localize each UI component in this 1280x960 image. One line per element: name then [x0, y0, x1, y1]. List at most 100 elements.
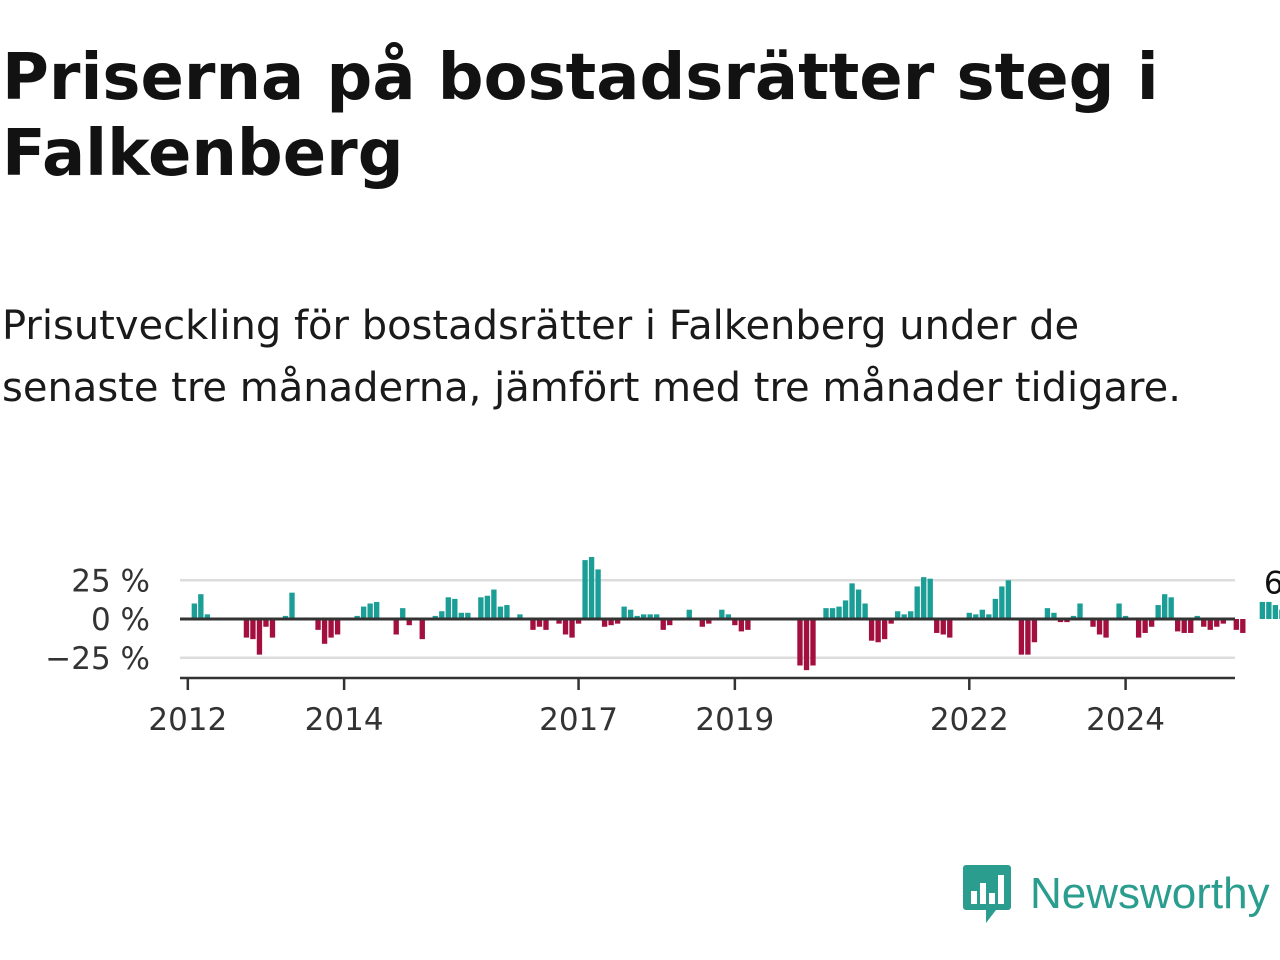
bar — [862, 603, 868, 619]
bar — [803, 619, 810, 671]
bar — [1031, 619, 1038, 643]
bar — [745, 619, 751, 630]
bar — [1096, 619, 1103, 635]
brand-name: Newsworthy — [1030, 869, 1270, 918]
bar — [986, 614, 992, 619]
bar — [536, 619, 543, 627]
bar — [823, 608, 829, 619]
bar — [608, 619, 614, 626]
bar — [491, 589, 497, 619]
bar — [888, 619, 894, 624]
bar — [914, 586, 920, 619]
bar — [1155, 605, 1161, 619]
bars — [191, 557, 1280, 671]
bar — [1181, 619, 1187, 633]
bar — [921, 577, 927, 619]
bar — [627, 609, 634, 619]
bar — [588, 557, 595, 619]
brand-logo: Newsworthy — [962, 862, 1270, 926]
bar — [517, 614, 523, 619]
bar — [979, 609, 985, 619]
bar — [250, 619, 256, 640]
bar — [419, 619, 425, 640]
bar — [732, 619, 738, 626]
bar — [556, 619, 562, 624]
bar — [1214, 619, 1220, 627]
bar — [614, 619, 621, 624]
bar — [374, 601, 380, 619]
bar — [1057, 619, 1064, 623]
bar — [647, 614, 653, 619]
bar — [575, 619, 582, 624]
bar — [966, 612, 972, 619]
bar — [1116, 603, 1122, 619]
bar — [1148, 619, 1155, 627]
bar — [725, 614, 732, 619]
bar — [484, 595, 491, 619]
bar — [1168, 597, 1174, 619]
x-tick-label: 2012 — [148, 702, 227, 738]
bar — [465, 612, 471, 619]
bar — [973, 614, 979, 619]
bar — [1018, 619, 1025, 655]
bar — [992, 598, 999, 619]
bar — [1194, 615, 1200, 619]
x-tick-label: 2017 — [539, 702, 618, 738]
bar — [875, 619, 881, 643]
bar — [328, 619, 334, 638]
x-tick-label: 2014 — [305, 702, 384, 738]
bar — [1064, 619, 1070, 623]
bar — [855, 589, 862, 619]
bar — [497, 606, 504, 619]
bar — [940, 619, 946, 635]
bar — [1025, 619, 1031, 655]
bar — [334, 619, 341, 635]
bar — [198, 594, 204, 619]
bar — [947, 619, 953, 638]
bar — [654, 614, 660, 619]
chart-title: Priserna på bostadsrätter steg i Falkenb… — [2, 41, 1159, 191]
bar — [289, 592, 295, 619]
bar — [1090, 619, 1096, 627]
bar — [191, 603, 197, 619]
bar — [797, 619, 803, 666]
x-tick-label: 2022 — [930, 702, 1009, 738]
bar — [1233, 619, 1239, 630]
y-tick-label: 0 % — [91, 602, 150, 638]
bar — [706, 619, 712, 624]
bar — [849, 583, 855, 619]
bar — [660, 619, 666, 630]
bar — [1122, 615, 1129, 619]
bar — [1142, 619, 1148, 633]
bar — [1188, 619, 1194, 633]
bar — [458, 612, 464, 619]
bar — [901, 614, 907, 619]
bar — [530, 619, 536, 630]
bar — [543, 619, 549, 630]
bar — [445, 597, 451, 619]
bar — [360, 606, 367, 619]
bar — [881, 619, 888, 640]
y-tick-label: −25 % — [45, 641, 150, 677]
bar — [439, 611, 445, 619]
axes — [180, 617, 1235, 690]
bar — [1207, 619, 1213, 630]
bar — [315, 619, 321, 630]
bar — [569, 619, 575, 638]
bar — [478, 597, 484, 619]
last-value-label: 6 % — [1264, 566, 1280, 602]
bar — [894, 611, 901, 619]
bar — [1201, 619, 1207, 627]
bar — [256, 619, 263, 655]
bar — [934, 619, 940, 633]
bar — [1175, 619, 1181, 632]
bar — [263, 619, 269, 627]
bar — [810, 619, 816, 666]
bar — [699, 619, 705, 627]
bar — [204, 614, 211, 619]
bar — [836, 606, 842, 619]
bar — [1103, 619, 1109, 638]
bar — [999, 586, 1005, 619]
